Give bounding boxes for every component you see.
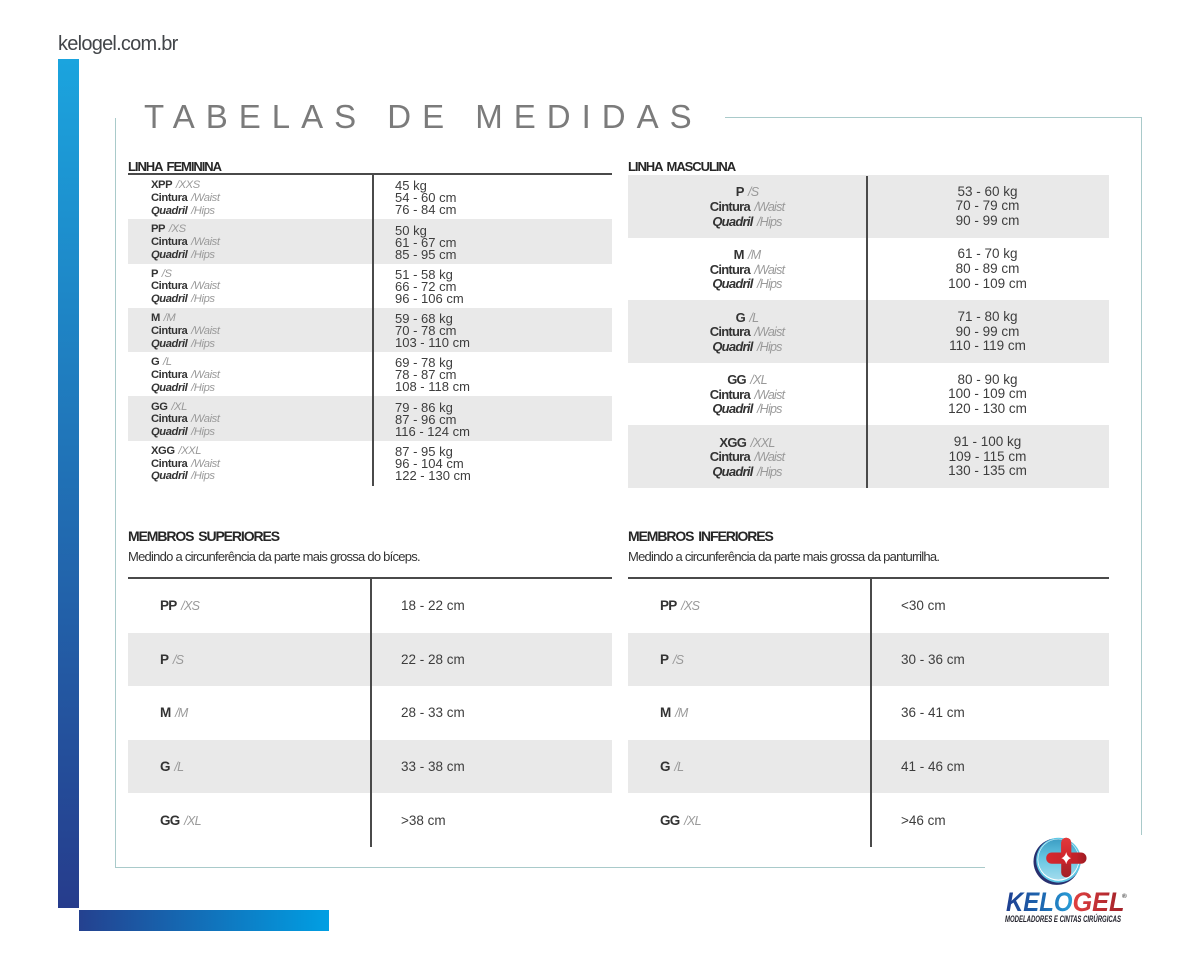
svg-text:GEL: GEL <box>1073 887 1125 917</box>
svg-text:®: ® <box>1122 892 1127 900</box>
svg-text:KELO: KELO <box>1006 887 1073 917</box>
svg-text:MODELADORES E CINTAS CIRÚRGICA: MODELADORES E CINTAS CIRÚRGICAS <box>1005 913 1121 924</box>
